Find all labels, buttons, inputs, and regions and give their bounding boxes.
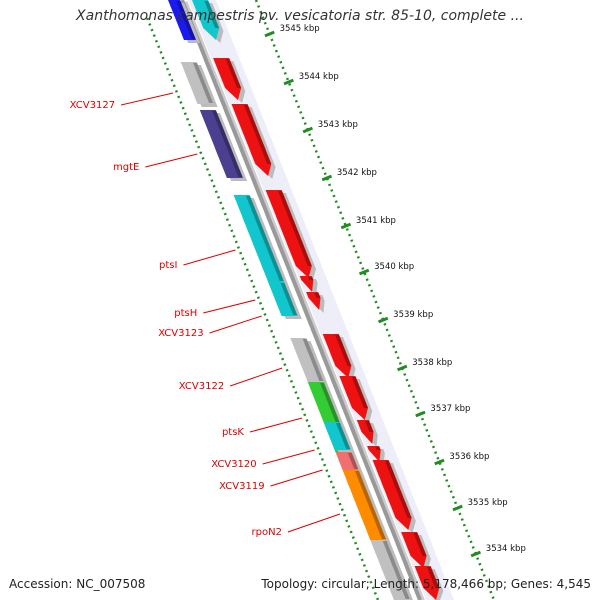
kbp-tick-10	[452, 504, 463, 512]
gene-xcv3122	[290, 338, 324, 382]
backbone-line	[180, 0, 422, 600]
gene-red-8-edge	[365, 421, 374, 432]
gene-red-7	[339, 376, 368, 420]
kbp-label-11: 3534 kbp	[486, 544, 526, 554]
gene-cyan-top	[192, 0, 220, 40]
gene-red-3-edge	[278, 191, 312, 266]
gene-red-4-edge	[308, 277, 314, 280]
kbp-tick-8	[415, 410, 426, 418]
kbp-tick-9	[434, 458, 445, 466]
kbp-tick-7	[396, 364, 408, 372]
label-rpon2-leader	[287, 513, 341, 533]
kbp-label-2: 3543 kbp	[318, 120, 358, 130]
kbp-tick-1	[283, 78, 294, 86]
kbp-label-5: 3540 kbp	[374, 262, 414, 272]
kbp-label-9: 3536 kbp	[449, 452, 489, 462]
gene-red-3	[265, 190, 312, 278]
label-xcv3123: XCV3123	[158, 328, 203, 339]
kbp-label-4: 3541 kbp	[356, 216, 396, 226]
label-xcv3127-leader	[120, 92, 174, 106]
gene-grey-bottom	[370, 540, 410, 600]
map-title: Xanthomonas campestris pv. vesicatoria s…	[76, 8, 524, 24]
kbp-tick-5	[358, 268, 370, 276]
label-ptsi: ptsI	[159, 260, 177, 271]
kbp-label-6: 3539 kbp	[393, 310, 433, 320]
inner-gc-ruler	[146, 17, 380, 600]
gene-blue-top-edge	[176, 1, 196, 39]
label-xcv3120-leader	[262, 449, 315, 465]
kbp-label-3: 3542 kbp	[337, 168, 377, 178]
gene-xcv3122-edge	[302, 339, 324, 381]
label-ptsh-leader	[203, 299, 256, 314]
kbp-label-8: 3537 kbp	[430, 404, 470, 414]
label-mgte-leader	[145, 153, 198, 168]
topology-label: Topology: circular; Length: 5,178,466 bp…	[261, 577, 591, 591]
gene-red-11-edge	[413, 533, 427, 556]
label-xcv3119-leader	[270, 469, 323, 487]
gene-ptsi	[233, 195, 285, 282]
kbp-label-10: 3535 kbp	[468, 498, 508, 508]
gene-mgte-edge	[212, 111, 243, 177]
gene-red-9-edge	[375, 447, 381, 450]
gene-grey-bottom-edge	[382, 541, 410, 599]
gene-rpon2-edge	[355, 471, 386, 539]
gene-ptsi-edge	[246, 196, 284, 281]
gene-red-10-edge	[385, 461, 412, 518]
gene-red-6-edge	[335, 335, 352, 366]
gene-red-7-edge	[351, 377, 368, 408]
label-ptsh: ptsH	[174, 308, 197, 319]
kbp-tick-3	[321, 174, 333, 182]
kbp-tick-4	[340, 222, 352, 230]
kbp-tick-0	[264, 30, 275, 38]
gene-red-12-edge	[426, 567, 440, 588]
label-xcv3122: XCV3122	[179, 381, 224, 392]
label-xcv3122-leader	[230, 367, 283, 387]
gene-xcv3120-edge	[347, 453, 359, 469]
label-ptsk: ptsK	[222, 427, 244, 438]
kbp-tick-6	[377, 316, 389, 324]
gene-red-5-edge	[314, 293, 321, 298]
gene-red-2-edge	[243, 105, 272, 164]
label-rpon2: rpoN2	[252, 527, 282, 538]
gene-ptsh-edge	[280, 283, 298, 315]
label-ptsk-leader	[249, 417, 303, 433]
gene-red-1	[213, 58, 242, 100]
label-xcv3127: XCV3127	[70, 100, 115, 111]
gene-cyan-top-edge	[204, 1, 220, 28]
kbp-label-7: 3538 kbp	[412, 358, 452, 368]
kbp-label-1: 3544 kbp	[299, 72, 339, 82]
label-ptsi-leader	[183, 249, 236, 266]
backbone-shadow	[182, 1, 425, 600]
kbp-label-0: 3545 kbp	[280, 24, 320, 34]
kbp-tick-2	[302, 126, 313, 134]
gene-red-6	[322, 334, 352, 378]
label-xcv3123-leader	[209, 315, 262, 334]
gene-red-2	[231, 104, 272, 176]
accession-label: Accession: NC_007508	[9, 577, 146, 591]
label-xcv3120: XCV3120	[211, 459, 256, 470]
gene-red-10	[372, 460, 412, 530]
kbp-tick-11	[470, 550, 482, 558]
label-xcv3119: XCV3119	[219, 481, 264, 492]
gene-xcv3127-edge	[193, 63, 214, 103]
label-mgte: mgtE	[113, 162, 139, 173]
gene-red-1-edge	[225, 59, 242, 88]
gene-ptsk-segment-edge	[336, 423, 351, 449]
